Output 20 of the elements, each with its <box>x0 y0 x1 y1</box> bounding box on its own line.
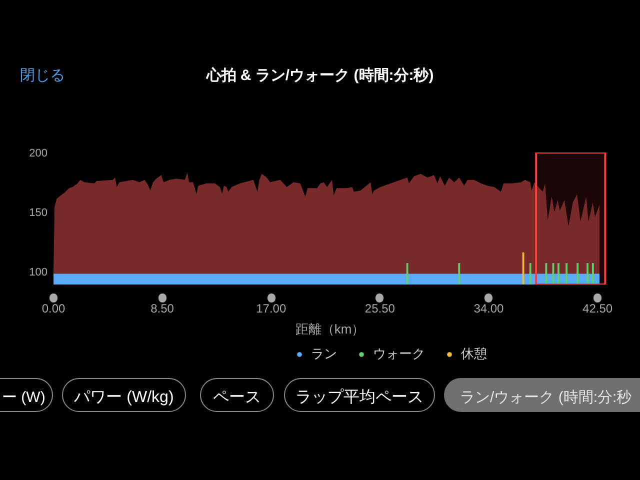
x-tick-label: 17.00 <box>256 302 286 316</box>
text: ラップ平均ペース <box>294 388 424 408</box>
legend-label: 休憩 <box>461 345 487 363</box>
x-tick-label: 8.50 <box>150 302 174 316</box>
text: ー (W) <box>2 388 46 408</box>
legend-label: ラン <box>311 345 337 363</box>
x-tick-label: 0.00 <box>42 302 66 316</box>
y-tick-label: 200 <box>29 148 48 160</box>
text: ラン/ウォーク (時間:分:秒 <box>460 388 632 408</box>
x-tick-label: 25.50 <box>364 302 396 316</box>
text: ペース <box>212 388 262 408</box>
legend-label: ウォーク <box>373 345 425 363</box>
text: 閉じる <box>20 66 65 86</box>
text: パワー (W/kg) <box>73 388 175 408</box>
x-axis-title: 距離（km） <box>295 322 365 336</box>
y-tick-label: 100 <box>29 266 48 278</box>
x-tick-label: 42.50 <box>582 302 613 316</box>
chart-title: 心拍 & ラン/ウォーク (時間:分:秒) <box>206 66 434 86</box>
x-tick-label: 34.00 <box>474 302 504 316</box>
y-tick-label: 150 <box>29 206 48 219</box>
